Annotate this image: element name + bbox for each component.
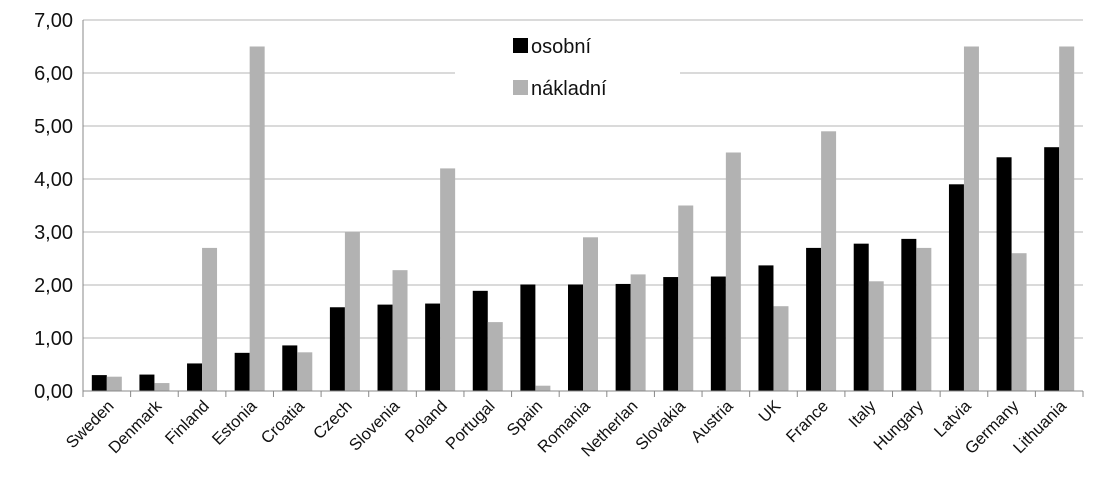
- bar-nakladni-spain: [535, 385, 551, 391]
- x-category-label: France: [783, 397, 832, 446]
- x-category-label: Lithuania: [1010, 397, 1071, 458]
- bar-osobni-denmark: [139, 374, 155, 391]
- bars: [91, 46, 1075, 392]
- bar-nakladni-germany: [1011, 253, 1027, 391]
- bar-osobni-finland: [187, 363, 203, 391]
- y-tick-label: 7,00: [34, 10, 73, 32]
- bar-osobni-lithuania: [1044, 147, 1060, 391]
- bar-osobni-poland: [425, 303, 441, 391]
- bar-nakladni-slovakia: [678, 205, 694, 391]
- x-category-label: Estonia: [209, 397, 261, 449]
- legend-background: [455, 28, 680, 76]
- x-category-label: UK: [755, 397, 784, 426]
- bar-nakladni-finland: [202, 247, 218, 391]
- bar-osobni-slovenia: [377, 304, 393, 391]
- bar-osobni-germany: [996, 157, 1012, 391]
- bar-nakladni-czech: [344, 232, 360, 391]
- bar-nakladni-sweden: [106, 376, 122, 391]
- y-tick-labels: 0,00 1,00 2,00 3,00 4,00 5,00 6,00 7,00: [34, 10, 73, 403]
- bar-nakladni-slovenia: [392, 270, 408, 391]
- bar-osobni-hungary: [901, 238, 917, 391]
- legend-label-nakladni: nákladní: [531, 78, 607, 100]
- x-category-label: Austria: [688, 397, 738, 447]
- bar-nakladni-portugal: [487, 322, 503, 391]
- bar-osobni-austria: [710, 276, 726, 391]
- x-category-label: Denmark: [105, 397, 166, 458]
- bar-nakladni-croatia: [297, 352, 313, 391]
- y-tick-label: 3,00: [34, 222, 73, 244]
- bar-nakladni-romania: [583, 237, 598, 391]
- x-category-label: Finland: [162, 397, 213, 448]
- x-category-label: Spain: [504, 397, 547, 440]
- legend: osobní nákladní: [455, 28, 680, 100]
- y-tick-label: 6,00: [34, 63, 73, 85]
- bar-nakladni-italy: [868, 281, 884, 391]
- bar-nakladni-lithuania: [1059, 46, 1075, 391]
- x-category-label: Slovakia: [632, 397, 689, 454]
- bar-nakladni-france: [821, 131, 837, 392]
- x-category-label: Hungary: [870, 397, 927, 454]
- x-category-label: Slovenia: [346, 397, 404, 455]
- x-category-label: Portugal: [442, 397, 498, 453]
- axes: [82, 20, 1084, 397]
- bar-nakladni-denmark: [154, 383, 170, 391]
- x-category-label: Latvia: [931, 397, 975, 441]
- bar-nakladni-austria: [725, 152, 741, 391]
- bar-osobni-sweden: [91, 375, 107, 391]
- bar-osobni-croatia: [282, 345, 298, 391]
- bar-osobni-latvia: [948, 184, 964, 391]
- bar-nakladni-netherlan: [630, 274, 646, 391]
- y-tick-label: 5,00: [34, 116, 73, 138]
- legend-swatch-nakladni: [513, 80, 528, 95]
- y-tick-label: 1,00: [34, 328, 73, 350]
- bar-nakladni-poland: [440, 168, 456, 391]
- bar-osobni-italy: [853, 243, 869, 391]
- bar-osobni-portugal: [472, 290, 488, 391]
- bar-nakladni-uk: [773, 306, 789, 391]
- bar-osobni-netherlan: [615, 283, 631, 391]
- bar-osobni-romania: [568, 284, 583, 391]
- bar-nakladni-latvia: [963, 46, 979, 391]
- legend-swatch-osobni: [513, 38, 528, 53]
- bar-osobni-estonia: [234, 352, 250, 391]
- bar-osobni-spain: [520, 284, 536, 391]
- x-category-label: Italy: [845, 397, 880, 432]
- bar-nakladni-estonia: [249, 46, 265, 391]
- x-category-label: Croatia: [258, 397, 309, 448]
- bar-osobni-czech: [329, 307, 345, 391]
- y-tick-label: 2,00: [34, 275, 73, 297]
- x-category-label: Czech: [310, 397, 356, 443]
- bar-osobni-france: [806, 247, 822, 391]
- bar-nakladni-hungary: [916, 247, 932, 391]
- y-tick-label: 0,00: [34, 381, 73, 403]
- legend-label-osobni: osobní: [531, 36, 591, 58]
- y-tick-label: 4,00: [34, 169, 73, 191]
- bar-osobni-uk: [758, 265, 774, 391]
- bar-osobni-slovakia: [663, 277, 679, 391]
